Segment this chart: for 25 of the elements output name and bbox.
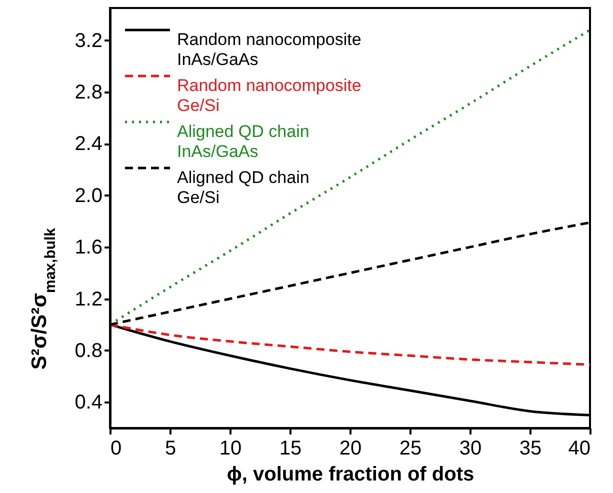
x-tick-label: 25: [399, 438, 422, 460]
y-tick-label: 2.4: [74, 133, 102, 156]
legend-label: Random nanocomposite InAs/GaAs: [177, 30, 362, 69]
y-tick-label: 0.4: [74, 392, 102, 414]
y-tick-label: 3.2: [74, 30, 102, 52]
line-series: [110, 28, 590, 326]
x-tick-label: 15: [279, 438, 302, 460]
line-series: [110, 323, 590, 366]
x-axis-title: ϕ, volume fraction of dots: [226, 464, 474, 486]
y-axis-title: S²σ/S²σmax,bulk: [28, 227, 59, 370]
y-tick-label: 2.8: [74, 82, 102, 104]
y-tick-label: 1.2: [74, 288, 102, 310]
x-tick-label: 30: [459, 438, 482, 460]
x-tick-label: 20: [339, 438, 362, 460]
x-tick-label: 0: [110, 438, 122, 460]
y-tick-label: 1.6: [74, 236, 102, 259]
legend-label: Aligned QD chain InAs/GaAs: [177, 122, 310, 161]
legend-label: Random nanocomposite Ge/Si: [177, 76, 362, 115]
x-tick-label: 35: [519, 438, 542, 460]
x-tick-label: 5: [164, 438, 176, 460]
x-tick-label: 10: [219, 438, 242, 460]
x-tick-label: 40: [568, 438, 590, 460]
y-tick-label: 2.0: [74, 184, 102, 207]
y-tick-label: 0.8: [74, 340, 102, 362]
legend-label: Aligned QD chain Ge/Si: [177, 168, 310, 207]
